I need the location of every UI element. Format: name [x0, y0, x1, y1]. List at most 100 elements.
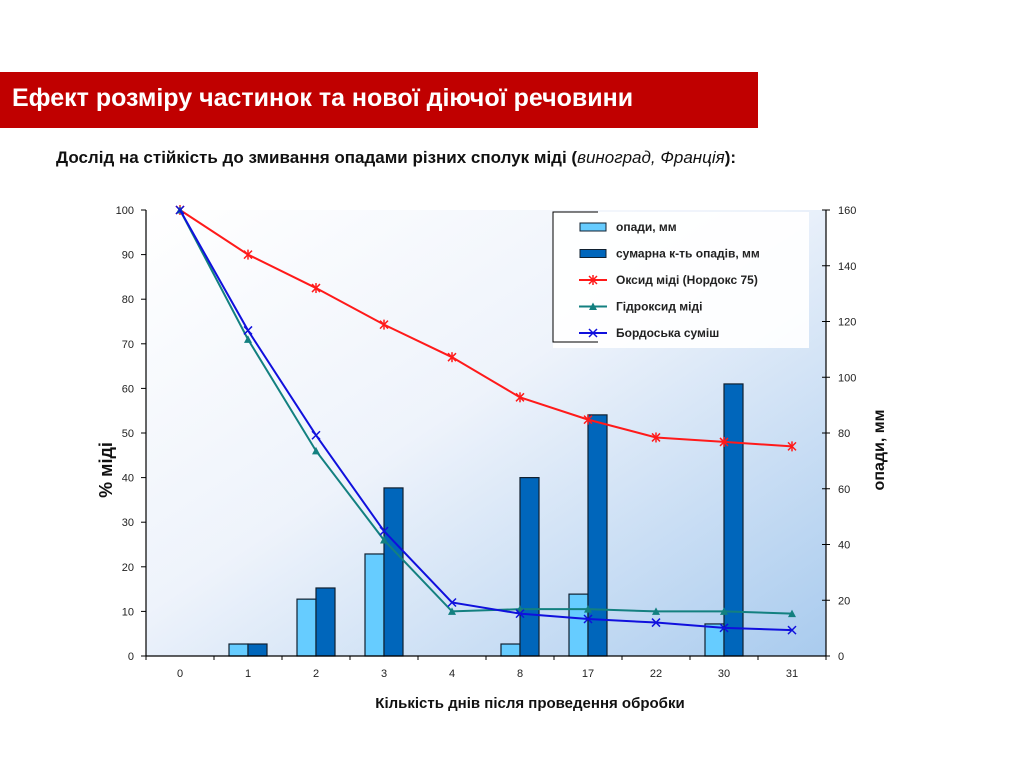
marker-triangle	[652, 607, 660, 615]
data-point	[243, 249, 253, 260]
data-point	[583, 614, 593, 624]
lines-layer	[175, 205, 797, 635]
data-point	[244, 335, 252, 343]
subtitle-italic: виноград, Франція	[577, 148, 725, 167]
bar-cumulative-rain	[247, 643, 268, 657]
y-tick-label: 90	[122, 250, 134, 262]
x-tick-label: 2	[313, 668, 319, 680]
bar-rain	[500, 643, 521, 657]
marker-x	[583, 614, 593, 624]
data-point	[719, 623, 729, 633]
y-tick-label: 50	[122, 428, 134, 440]
legend-label: опади, мм	[616, 220, 677, 234]
bar-rain	[568, 593, 589, 657]
x-tick-label: 30	[718, 668, 730, 680]
marker-triangle	[788, 609, 796, 618]
data-point	[243, 325, 253, 335]
y-tick-label: 0	[128, 651, 134, 663]
data-point	[651, 432, 661, 443]
y2-tick-label: 160	[838, 205, 856, 217]
marker-x	[175, 205, 185, 215]
data-point	[651, 618, 661, 628]
legend-label: Бордоська суміш	[616, 326, 719, 340]
data-point	[720, 607, 728, 615]
bar-rain	[296, 598, 317, 657]
y-tick-label: 20	[122, 562, 134, 574]
x-tick-label: 22	[650, 668, 662, 680]
y-tick-label: 80	[122, 294, 134, 306]
bar-cumulative-rain	[723, 383, 744, 657]
data-point	[787, 625, 797, 635]
marker-x	[311, 430, 321, 440]
slide-title: Ефект розміру частинок та нової діючої р…	[12, 84, 634, 112]
marker-x	[515, 609, 525, 619]
marker-triangle	[380, 536, 388, 544]
data-point	[311, 283, 321, 294]
data-point	[719, 436, 729, 447]
line-series-2	[179, 209, 793, 632]
bar-rain	[228, 643, 249, 657]
axes-layer: 0102030405060708090100020406080100120140…	[116, 205, 857, 680]
legend: опади, мм сумарна к-ть опадів, мм Оксид мі…	[552, 211, 809, 348]
y-axis-title: % міді	[96, 442, 116, 498]
data-point	[448, 607, 456, 615]
y2-tick-label: 20	[838, 595, 850, 607]
legend-marker	[588, 275, 598, 285]
y2-tick-label: 40	[838, 540, 850, 552]
marker-triangle	[312, 446, 320, 455]
y2-tick-label: 80	[838, 428, 850, 440]
data-point	[312, 446, 320, 455]
x-tick-label: 3	[381, 668, 387, 680]
legend-swatch	[579, 222, 607, 232]
title-bar: Ефект розміру частинок та нової діючої р…	[0, 72, 758, 128]
bar-cumulative-rain	[383, 487, 404, 657]
legend-swatch	[579, 249, 607, 258]
bar-rain	[364, 553, 385, 657]
bar-rain	[704, 623, 725, 657]
y-tick-label: 100	[116, 205, 134, 217]
subtitle-main: Дослід на стійкість до змивання опадами …	[56, 148, 578, 167]
marker-triangle	[720, 607, 728, 615]
marker-triangle	[584, 605, 592, 613]
x-axis-title: Кількість днів після проведення обробки	[375, 695, 684, 712]
x-tick-label: 0	[177, 668, 183, 680]
line-series-1	[179, 209, 793, 615]
bar-cumulative-rain	[315, 587, 336, 657]
y2-tick-label: 120	[838, 317, 856, 329]
legend-label: Оксид міді (Нордокс 75)	[616, 273, 758, 287]
legend-marker	[589, 302, 597, 310]
data-point	[379, 319, 389, 330]
subtitle-end: ):	[724, 148, 737, 167]
data-point	[584, 605, 592, 613]
y-tick-label: 40	[122, 473, 134, 485]
y-tick-label: 70	[122, 339, 134, 351]
data-point	[311, 430, 321, 440]
x-tick-label: 8	[517, 668, 523, 680]
y-tick-label: 10	[122, 606, 134, 618]
marker-triangle	[448, 607, 456, 615]
y2-tick-label: 60	[838, 484, 850, 496]
slide-subtitle: Дослід на стійкість до змивання опадами …	[56, 148, 736, 168]
data-point	[515, 609, 525, 619]
x-tick-label: 31	[786, 668, 798, 680]
y2-tick-label: 0	[838, 651, 844, 663]
marker-triangle	[589, 302, 597, 310]
legend-border	[552, 211, 598, 343]
legend-label: Гідроксид міді	[616, 300, 702, 314]
data-point	[175, 205, 185, 215]
marker-x	[447, 597, 457, 608]
marker-x	[379, 526, 389, 536]
y2-tick-label: 140	[838, 261, 856, 273]
y2-axis-title: опади, мм	[871, 410, 888, 491]
data-point	[447, 597, 457, 608]
line-series-0	[179, 209, 793, 448]
data-point	[583, 414, 593, 425]
y-tick-label: 30	[122, 517, 134, 529]
data-point	[447, 352, 457, 363]
data-point	[515, 392, 525, 403]
data-point	[380, 536, 388, 544]
data-point	[788, 609, 796, 618]
data-point	[652, 607, 660, 615]
bar-cumulative-rain	[519, 477, 540, 657]
legend-marker	[588, 328, 598, 338]
